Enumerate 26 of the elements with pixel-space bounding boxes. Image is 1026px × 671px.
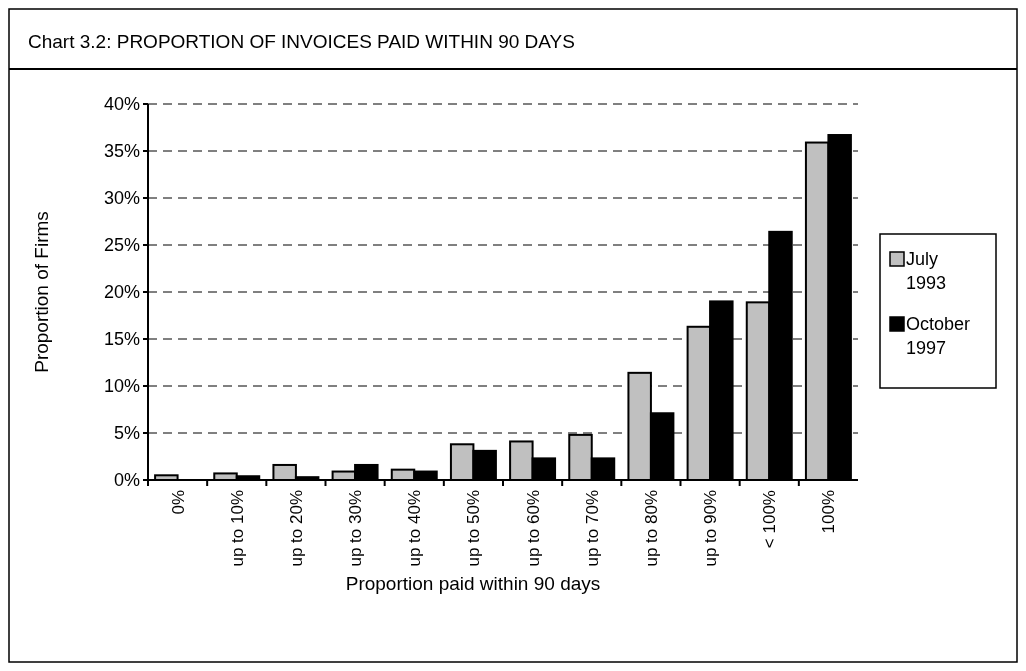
y-tick-label: 0% — [113, 470, 140, 491]
x-tick-label: < 100% — [760, 490, 780, 549]
x-tick-label: up to 60% — [523, 490, 543, 567]
x-tick-label: up to 90% — [701, 490, 721, 567]
x-axis-title: Proportion paid within 90 days — [345, 573, 601, 594]
x-tick-label: up to 30% — [346, 490, 366, 567]
x-tick-label: up to 70% — [582, 490, 602, 567]
chart-title: Chart 3.2: PROPORTION OF INVOICES PAID WITHIN 90 DAYS — [28, 31, 575, 52]
y-tick-label: 10% — [103, 376, 140, 397]
x-tick-label: up to 10% — [227, 490, 247, 567]
y-tick-label: 40% — [103, 94, 140, 115]
legend-label: October 1997 — [906, 314, 971, 358]
y-tick-label: 30% — [103, 188, 140, 209]
y-axis-title: Proportion of Firms — [31, 211, 52, 373]
x-tick-label: up to 40% — [405, 490, 425, 567]
y-tick-label: 20% — [103, 282, 140, 303]
x-tick-label: up to 50% — [464, 490, 484, 567]
legend-label: July 1993 — [906, 249, 947, 293]
y-tick-label: 5% — [113, 423, 140, 444]
y-tick-label: 15% — [103, 329, 140, 350]
x-tick-label: 100% — [819, 490, 839, 534]
x-tick-label: up to 20% — [286, 490, 306, 567]
x-tick-label: 0% — [168, 490, 188, 515]
y-tick-label: 35% — [103, 141, 140, 162]
y-tick-label: 25% — [103, 235, 140, 256]
x-tick-label: up to 80% — [641, 490, 661, 567]
